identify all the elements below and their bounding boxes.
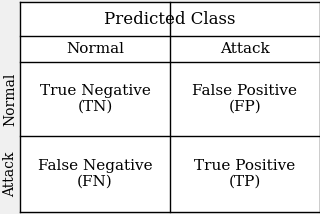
Text: Normal: Normal bbox=[66, 42, 124, 56]
Text: True Positive
(TP): True Positive (TP) bbox=[194, 159, 296, 189]
Text: True Negative
(TN): True Negative (TN) bbox=[40, 84, 150, 114]
Text: Predicted Class: Predicted Class bbox=[104, 10, 236, 28]
Text: Attack: Attack bbox=[220, 42, 270, 56]
Text: Normal: Normal bbox=[3, 72, 17, 126]
Text: False Positive
(FP): False Positive (FP) bbox=[193, 84, 298, 114]
Text: False Negative
(FN): False Negative (FN) bbox=[38, 159, 152, 189]
Text: Attack: Attack bbox=[3, 151, 17, 197]
